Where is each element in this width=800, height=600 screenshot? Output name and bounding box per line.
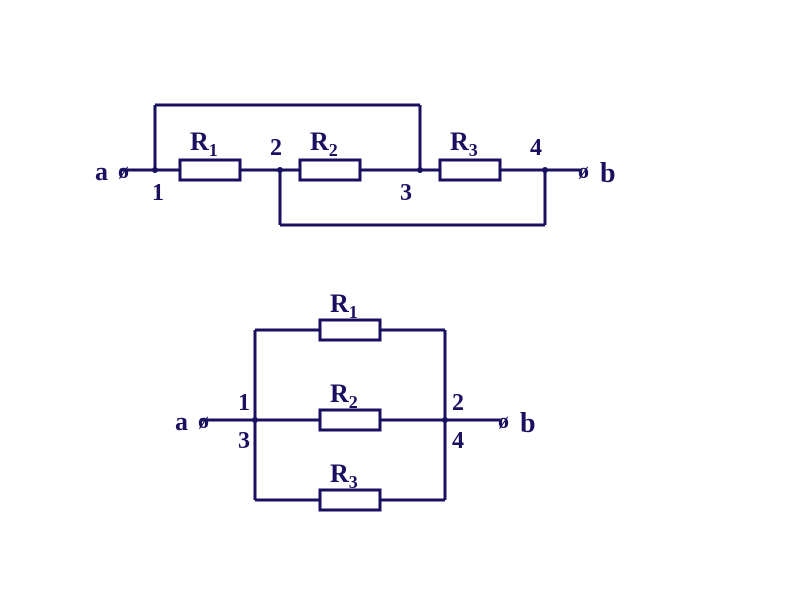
terminal-a-top-icon: ø: [118, 158, 129, 183]
terminal-a-bottom-icon: ø: [198, 408, 209, 433]
terminal-b-bottom-icon: ø: [498, 408, 509, 433]
r3-label-bottom: R3: [330, 459, 358, 492]
resistor-r1-bottom: [320, 320, 380, 340]
circuit-1: ø ø a b R1 R2 R3 1 2 3 4: [95, 105, 616, 225]
node-3-top: 3: [400, 180, 412, 206]
resistor-r1-top: [180, 160, 240, 180]
terminal-b-top-icon: ø: [578, 158, 589, 183]
node-1-bottom: 1: [238, 390, 250, 416]
r2-label-top: R2: [310, 127, 338, 160]
node-1-top: 1: [152, 180, 164, 206]
r1-label-bottom: R1: [330, 289, 358, 322]
node-3-bottom: 3: [238, 428, 250, 454]
circuit-diagram: ø ø a b R1 R2 R3 1 2 3 4: [0, 0, 800, 600]
r3-label-top: R3: [450, 127, 478, 160]
node-2-top: 2: [270, 135, 282, 161]
circuit-2: ø ø a b R1 R2 R3 1 3 2 4: [175, 289, 536, 510]
terminal-a-label-top: a: [95, 157, 108, 186]
resistor-r3-top: [440, 160, 500, 180]
resistor-r3-bottom: [320, 490, 380, 510]
resistor-r2-top: [300, 160, 360, 180]
node-2-bottom: 2: [452, 390, 464, 416]
node-4-top: 4: [530, 135, 542, 161]
terminal-a-label-bottom: a: [175, 407, 188, 436]
terminal-b-label-bottom: b: [520, 408, 536, 439]
terminal-b-label-top: b: [600, 158, 616, 189]
node-4-bottom: 4: [452, 428, 464, 454]
r2-label-bottom: R2: [330, 379, 358, 412]
r1-label-top: R1: [190, 127, 218, 160]
resistor-r2-bottom: [320, 410, 380, 430]
